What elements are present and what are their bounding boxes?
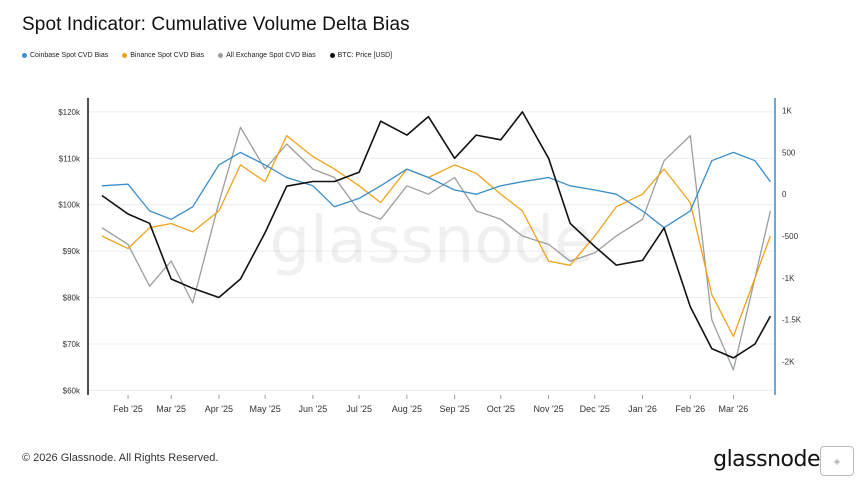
- y-right-tick-label: 0: [782, 190, 787, 199]
- x-tick-label: Aug '25: [392, 404, 422, 414]
- legend-dot-coinbase: [22, 53, 27, 58]
- stamp-icon: ◈: [820, 446, 854, 476]
- legend-item-all-exchange[interactable]: All Exchange Spot CVD Bias: [218, 52, 316, 59]
- x-tick-label: Jun '25: [299, 404, 328, 414]
- y-right-tick-label: 500: [782, 148, 796, 157]
- legend-label-binance: Binance Spot CVD Bias: [130, 52, 205, 59]
- y-left-tick-label: $90k: [63, 247, 81, 256]
- series-line-btc-price-usd: [101, 111, 772, 359]
- x-tick-label: Jul '25: [346, 404, 372, 414]
- y-right-tick-label: 1K: [782, 107, 792, 116]
- x-tick-label: Oct '25: [487, 404, 515, 414]
- y-right-tick-label: -1.5K: [782, 316, 802, 325]
- y-left-tick-label: $110k: [59, 154, 81, 163]
- x-tick-label: Feb '25: [113, 404, 143, 414]
- legend-dot-binance: [122, 53, 128, 58]
- x-tick-label: Feb '26: [675, 404, 705, 414]
- brand-logo: glassnode: [713, 447, 820, 472]
- series-line-binance-spot-cvd-bias: [101, 134, 772, 338]
- x-tick-label: Dec '25: [580, 404, 610, 414]
- copyright-footer: © 2026 Glassnode. All Rights Reserved.: [22, 452, 219, 464]
- y-right-tick-label: -1K: [782, 274, 795, 283]
- legend-item-coinbase[interactable]: Coinbase Spot CVD Bias: [22, 52, 108, 59]
- x-tick-label: Mar '26: [719, 404, 749, 414]
- legend-label-coinbase: Coinbase Spot CVD Bias: [30, 52, 109, 59]
- x-tick-label: Jan '26: [628, 404, 657, 414]
- chart-title: Spot Indicator: Cumulative Volume Delta …: [22, 14, 410, 35]
- legend-label-all-exchange: All Exchange Spot CVD Bias: [226, 52, 316, 59]
- chart-legend: Coinbase Spot CVD Bias Binance Spot CVD …: [22, 52, 392, 59]
- y-left-tick-label: $80k: [63, 294, 81, 303]
- legend-dot-all-exchange: [218, 53, 224, 58]
- series-line-all-exchange-spot-cvd-bias: [101, 126, 772, 371]
- y-left-tick-label: $100k: [58, 201, 81, 210]
- y-right-tick-label: -2K: [782, 358, 795, 367]
- legend-item-binance[interactable]: Binance Spot CVD Bias: [122, 52, 204, 59]
- watermark-text: glassnode: [269, 204, 593, 278]
- y-left-tick-label: $70k: [63, 340, 81, 349]
- x-tick-label: Apr '25: [205, 404, 233, 414]
- legend-item-btc-price[interactable]: BTC: Price [USD]: [329, 52, 393, 59]
- x-tick-label: May '25: [250, 404, 281, 414]
- legend-dot-btc-price: [329, 53, 335, 58]
- series-line-coinbase-spot-cvd-bias: [101, 151, 771, 229]
- x-tick-label: Sep '25: [439, 404, 469, 414]
- y-left-tick-label: $60k: [63, 386, 81, 395]
- x-tick-label: Nov '25: [533, 404, 563, 414]
- y-left-tick-label: $120k: [58, 108, 81, 117]
- x-tick-label: Mar '25: [156, 404, 186, 414]
- y-right-tick-label: -500: [782, 232, 799, 241]
- legend-label-btc-price: BTC: Price [USD]: [337, 52, 393, 59]
